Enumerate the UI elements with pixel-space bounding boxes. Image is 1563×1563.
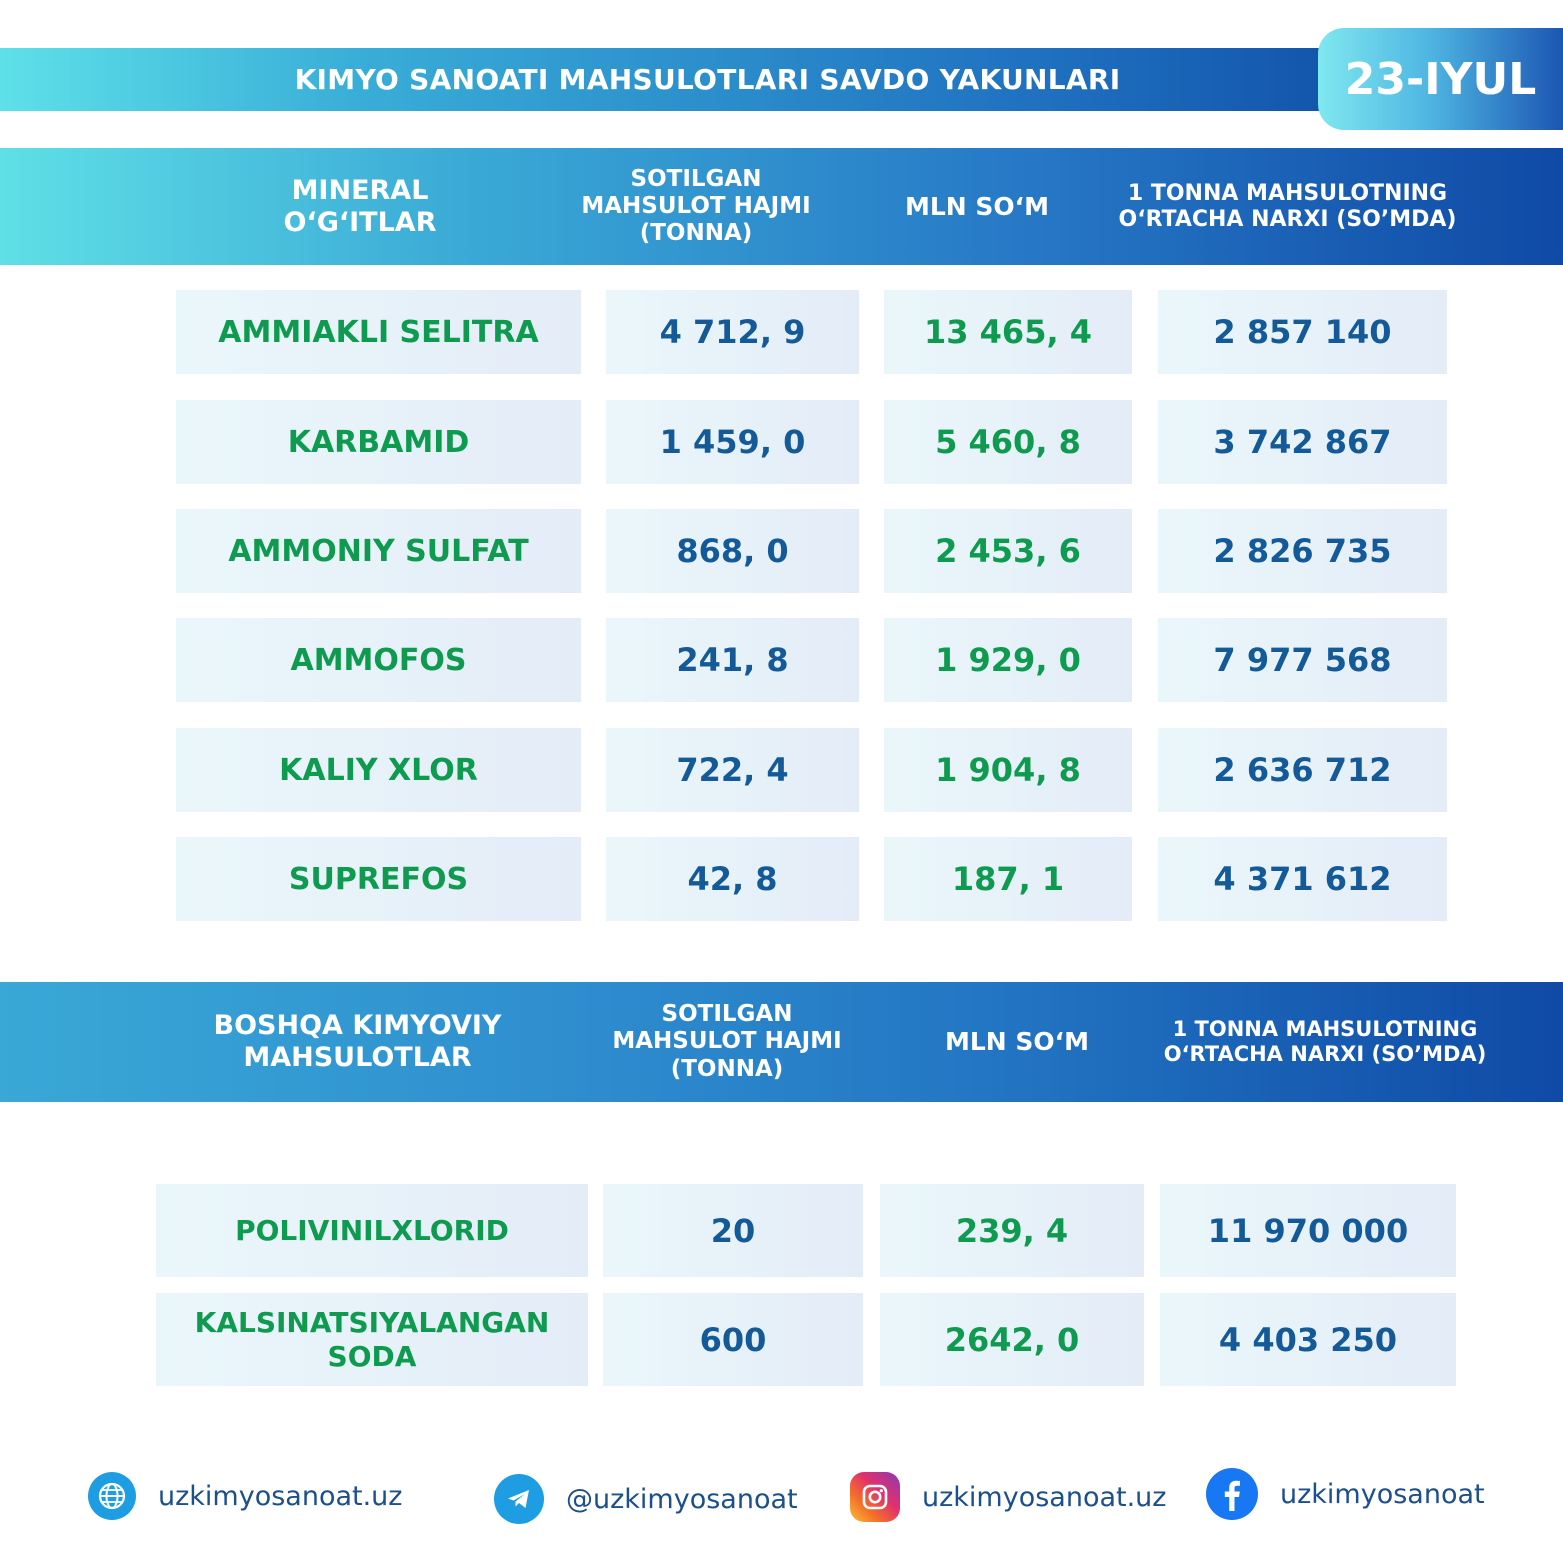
section-2-header (0, 982, 1563, 1102)
section-2-header-price: 1 TONNA MAHSULOTNING O‘RTACHA NARXI (SO’… (1163, 1017, 1487, 1066)
table-row-mln: 239, 4 (880, 1184, 1144, 1277)
table-row-mln: 13 465, 4 (884, 290, 1132, 374)
table-row-price: 4 371 612 (1158, 837, 1447, 921)
table-row-product: SUPREFOS (176, 837, 581, 921)
footer-facebook[interactable]: uzkimyosanoat (1206, 1468, 1485, 1520)
telegram-icon (494, 1474, 544, 1524)
table-row-product: POLIVINILXLORID (156, 1184, 588, 1277)
footer-website[interactable]: uzkimyosanoat.uz (88, 1472, 402, 1520)
table-row-mln: 5 460, 8 (884, 400, 1132, 484)
table-row-product: AMMIAKLI SELITRA (176, 290, 581, 374)
table-row-product: AMMOFOS (176, 618, 581, 702)
table-row-volume: 241, 8 (606, 618, 859, 702)
table-row-price: 7 977 568 (1158, 618, 1447, 702)
table-row-price: 4 403 250 (1160, 1293, 1456, 1386)
table-row-product: AMMONIY SULFAT (176, 509, 581, 593)
footer-telegram[interactable]: @uzkimyosanoat (494, 1474, 798, 1524)
section-1-header (0, 148, 1563, 265)
globe-icon (88, 1472, 136, 1520)
table-row-mln: 1 904, 8 (884, 728, 1132, 812)
section-1-header-price: 1 TONNA MAHSULOTNING O‘RTACHA NARXI (SO’… (1118, 180, 1457, 232)
footer-instagram[interactable]: uzkimyosanoat.uz (850, 1472, 1166, 1522)
section-2-header-mln: MLN SO‘M (944, 1027, 1090, 1057)
footer-telegram-text[interactable]: @uzkimyosanoat (566, 1483, 798, 1515)
table-row-price: 2 826 735 (1158, 509, 1447, 593)
footer-facebook-text[interactable]: uzkimyosanoat (1280, 1478, 1485, 1510)
table-row-volume: 722, 4 (606, 728, 859, 812)
section-1-header-mln: MLN SO‘M (904, 191, 1050, 221)
table-row-volume: 1 459, 0 (606, 400, 859, 484)
table-row-volume: 20 (603, 1184, 863, 1277)
section-2-header-volume: SOTILGAN MAHSULOT HAJMI (TONNA) (612, 1001, 842, 1082)
table-row-mln: 2642, 0 (880, 1293, 1144, 1386)
table-row-mln: 1 929, 0 (884, 618, 1132, 702)
table-row-product: KALSINATSIYALANGAN SODA (156, 1293, 588, 1386)
table-row-product: KARBAMID (176, 400, 581, 484)
footer-website-text[interactable]: uzkimyosanoat.uz (158, 1480, 403, 1512)
table-row-price: 11 970 000 (1160, 1184, 1456, 1277)
section-2-header-product: BOSHQA KIMYOVIY MAHSULOTLAR (213, 1010, 502, 1073)
table-row-volume: 868, 0 (606, 509, 859, 593)
title-banner (0, 48, 1410, 111)
table-row-price: 3 742 867 (1158, 400, 1447, 484)
facebook-icon (1206, 1468, 1258, 1520)
table-row-volume: 42, 8 (606, 837, 859, 921)
table-row-mln: 187, 1 (884, 837, 1132, 921)
table-row-price: 2 636 712 (1158, 728, 1447, 812)
table-row-volume: 600 (603, 1293, 863, 1386)
table-row-price: 2 857 140 (1158, 290, 1447, 374)
instagram-icon (850, 1472, 900, 1522)
table-row-mln: 2 453, 6 (884, 509, 1132, 593)
footer-instagram-text[interactable]: uzkimyosanoat.uz (922, 1481, 1167, 1513)
section-1-header-product: MINERAL O‘G‘ITLAR (283, 174, 437, 238)
page-title: KIMYO SANOATI MAHSULOTLARI SAVDO YAKUNLA… (294, 63, 1121, 96)
section-1-header-volume: SOTILGAN MAHSULOT HAJMI (TONNA) (581, 165, 811, 247)
table-row-product: KALIY XLOR (176, 728, 581, 812)
date-badge: 23-IYUL (1318, 28, 1563, 130)
table-row-volume: 4 712, 9 (606, 290, 859, 374)
